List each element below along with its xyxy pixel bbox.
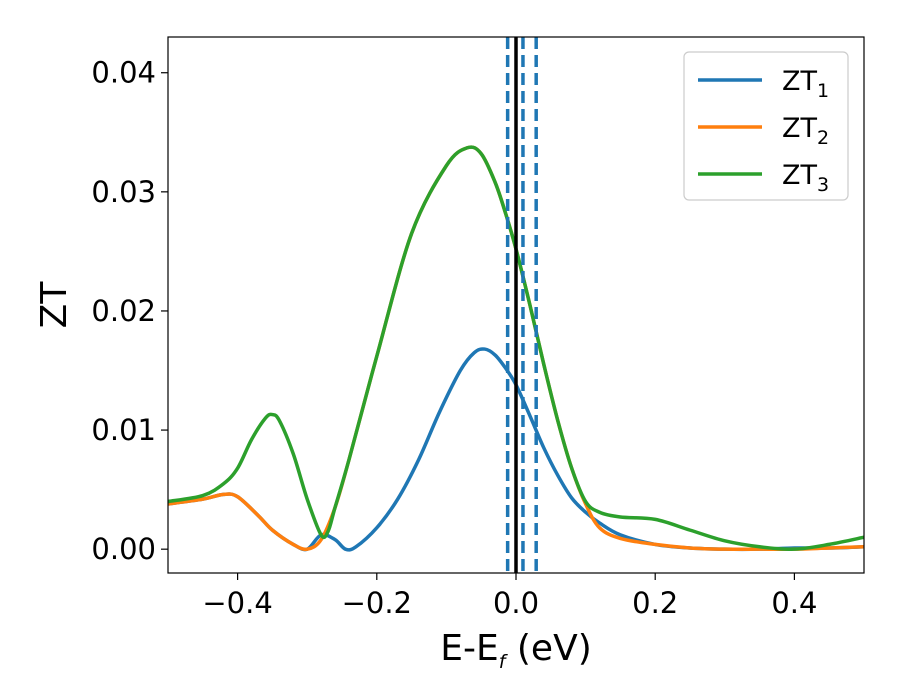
- x-tick-label: 0.0: [493, 586, 539, 620]
- y-tick-label: 0.02: [91, 294, 156, 328]
- x-axis: −0.4 −0.2 0.0 0.2 0.4: [202, 573, 817, 620]
- series-line-zt3: [168, 145, 864, 551]
- legend-label-zt2: ZT2: [782, 113, 829, 149]
- x-tick-label: 0.4: [771, 586, 817, 620]
- x-axis-label-unit: (eV): [505, 628, 591, 669]
- vertical-markers: [505, 37, 538, 573]
- legend-label-zt1: ZT1: [782, 66, 829, 102]
- x-axis-label-subscript: f: [499, 651, 509, 673]
- x-tick-label: 0.2: [632, 586, 678, 620]
- legend-label-zt3: ZT3: [782, 160, 829, 196]
- x-axis-label: E-Ef (eV): [440, 628, 592, 673]
- x-tick-label: −0.4: [202, 586, 272, 620]
- y-tick-label: 0.03: [91, 175, 156, 209]
- y-tick-label: 0.00: [91, 532, 156, 566]
- y-axis: 0.00 0.01 0.02 0.03 0.04: [91, 56, 168, 566]
- x-tick-label: −0.2: [342, 586, 412, 620]
- y-axis-label: ZT: [34, 281, 75, 329]
- y-tick-label: 0.04: [91, 56, 156, 90]
- legend: ZT1 ZT2 ZT3: [683, 51, 849, 201]
- legend-box: [683, 51, 849, 201]
- plot-area: [168, 145, 864, 552]
- y-tick-label: 0.01: [91, 413, 156, 447]
